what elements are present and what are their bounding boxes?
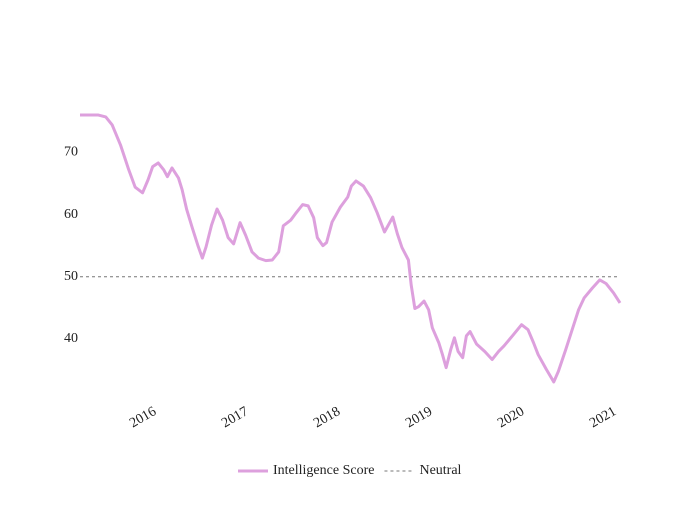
y-tick-label: 70 [64, 145, 78, 160]
legend-label: Neutral [419, 463, 461, 478]
legend: Intelligence Score Neutral [238, 463, 462, 478]
y-tick-label: 40 [64, 331, 78, 346]
x-tick-label: 2021 [587, 404, 619, 431]
x-tick-label: 2020 [495, 404, 527, 431]
x-tick-label: 2019 [403, 404, 435, 431]
legend-label: Intelligence Score [273, 463, 374, 478]
y-tick-label: 50 [64, 269, 78, 284]
x-tick-label: 2017 [219, 404, 251, 431]
y-tick-label: 60 [64, 207, 78, 222]
x-tick-label: 2018 [311, 404, 343, 431]
line [80, 113, 622, 384]
x-tick-label: 2016 [127, 404, 159, 431]
